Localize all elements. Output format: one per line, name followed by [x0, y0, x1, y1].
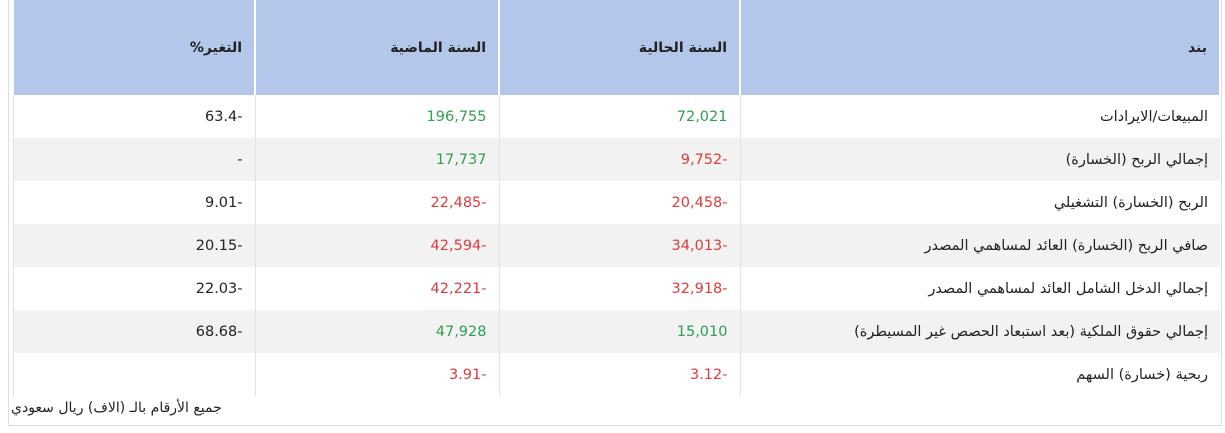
- cell-value: 9,752-: [680, 151, 728, 168]
- row-label: إجمالي الربح (الخسارة): [739, 138, 1220, 181]
- table-row: ربحية (خسارة) السهم 3.12- 3.91-: [12, 353, 1220, 396]
- value-cell: -: [12, 138, 255, 181]
- value-cell: 3.12-: [498, 353, 740, 396]
- cell-value: 22.03-: [195, 280, 243, 297]
- column-header: السنة الحالية: [498, 0, 741, 95]
- value-cell: 63.4-: [12, 95, 255, 138]
- value-cell: 9,752-: [498, 138, 740, 181]
- cell-value: 17,737: [435, 151, 487, 168]
- cell-value: 22,485-: [430, 194, 487, 211]
- value-cell: 22,485-: [254, 181, 499, 224]
- column-header: السنة الماضية: [254, 0, 500, 95]
- header-row: بند السنة الحالية السنة الماضية التغير%: [12, 0, 1221, 95]
- value-cell: 17,737: [254, 138, 499, 181]
- cell-value: 15,010: [676, 323, 728, 340]
- cell-value: 3.91-: [448, 366, 487, 383]
- row-label: المبيعات/الايرادات: [739, 95, 1220, 138]
- row-label: إجمالي الدخل الشامل العائد لمساهمي المصد…: [739, 267, 1220, 310]
- value-cell: [12, 353, 255, 396]
- value-cell: 68.68-: [12, 310, 255, 353]
- value-cell: 3.91-: [254, 353, 499, 396]
- column-header: التغير%: [12, 0, 256, 95]
- value-cell: 20,458-: [498, 181, 740, 224]
- value-cell: 34,013-: [498, 224, 740, 267]
- value-cell: 9.01-: [12, 181, 255, 224]
- value-cell: 42,221-: [254, 267, 499, 310]
- row-label: الربح (الخسارة) التشغيلي: [739, 181, 1220, 224]
- row-label: إجمالي حقوق الملكية (بعد استبعاد الحصص غ…: [739, 310, 1220, 353]
- footnote: جميع الأرقام بالـ (الاف) ريال سعودي: [11, 400, 222, 416]
- value-cell: 196,755: [254, 95, 499, 138]
- cell-value: -: [237, 151, 243, 168]
- cell-value: 63.4-: [204, 108, 243, 125]
- table-row: إجمالي الدخل الشامل العائد لمساهمي المصد…: [12, 267, 1220, 310]
- cell-value: 196,755: [426, 108, 487, 125]
- value-cell: 32,918-: [498, 267, 740, 310]
- table-row: إجمالي حقوق الملكية (بعد استبعاد الحصص غ…: [12, 310, 1220, 353]
- cell-value: 68.68-: [195, 323, 243, 340]
- row-label: ربحية (خسارة) السهم: [739, 353, 1220, 396]
- value-cell: 15,010: [498, 310, 740, 353]
- cell-value: 20,458-: [671, 194, 728, 211]
- value-cell: 72,021: [498, 95, 740, 138]
- table-row: صافي الربح (الخسارة) العائد لمساهمي المص…: [12, 224, 1220, 267]
- row-label: صافي الربح (الخسارة) العائد لمساهمي المص…: [739, 224, 1220, 267]
- value-cell: 20.15-: [12, 224, 255, 267]
- cell-value: 32,918-: [671, 280, 728, 297]
- table-row: الربح (الخسارة) التشغيلي 20,458- 22,485- 9.…: [12, 181, 1220, 224]
- table-row: إجمالي الربح (الخسارة) 9,752- 17,737 -: [12, 138, 1220, 181]
- table-panel: بند السنة الحالية السنة الماضية التغير% الم…: [8, 0, 1222, 426]
- cell-value: 20.15-: [195, 237, 243, 254]
- column-header: بند: [739, 0, 1221, 95]
- table-row: المبيعات/الايرادات 72,021 196,755 63.4-: [12, 95, 1220, 138]
- cell-value: 42,594-: [430, 237, 487, 254]
- cell-value: 9.01-: [204, 194, 243, 211]
- value-cell: 22.03-: [12, 267, 255, 310]
- financial-table: بند السنة الحالية السنة الماضية التغير% الم…: [12, 0, 1221, 396]
- cell-value: 34,013-: [671, 237, 728, 254]
- cell-value: 42,221-: [430, 280, 487, 297]
- cell-value: 47,928: [435, 323, 487, 340]
- cell-value: 3.12-: [689, 366, 728, 383]
- value-cell: 47,928: [254, 310, 499, 353]
- cell-value: 72,021: [676, 108, 728, 125]
- value-cell: 42,594-: [254, 224, 499, 267]
